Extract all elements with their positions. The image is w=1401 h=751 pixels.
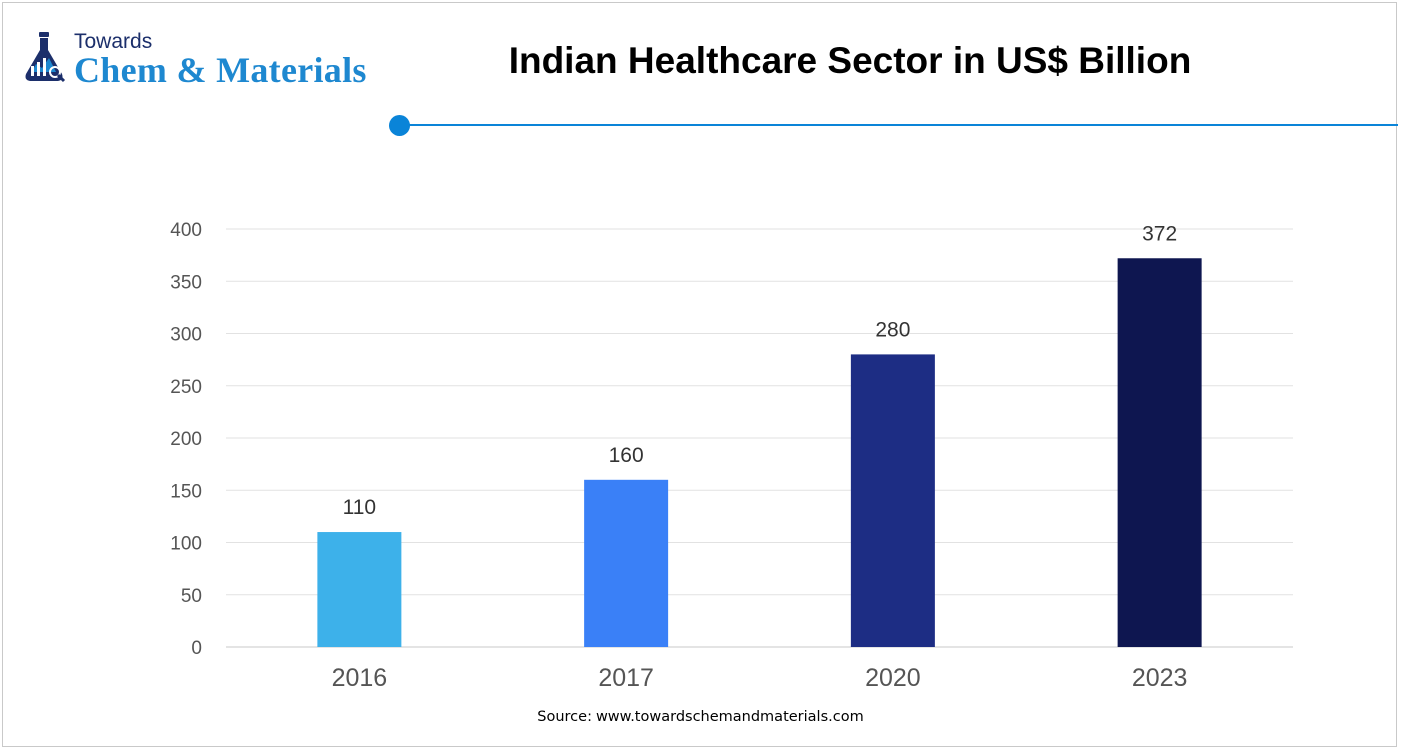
chart-title: Indian Healthcare Sector in US$ Billion — [508, 40, 1192, 81]
divider-dot — [389, 115, 410, 136]
y-tick-label: 200 — [170, 429, 202, 450]
y-tick-label: 150 — [170, 481, 202, 502]
x-tick-label: 2016 — [332, 664, 388, 692]
bar — [584, 479, 669, 647]
y-tick-label: 400 — [170, 220, 202, 241]
y-tick-label: 50 — [181, 586, 202, 607]
data-label: 372 — [1142, 222, 1177, 245]
data-label: 110 — [343, 496, 376, 519]
bar — [1117, 258, 1202, 647]
x-tick-label: 2023 — [1132, 664, 1188, 692]
y-tick-label: 0 — [191, 638, 202, 659]
y-tick-label: 250 — [170, 377, 202, 398]
bar — [317, 532, 402, 647]
y-tick-label: 300 — [170, 325, 202, 346]
brand-line1: Towards — [74, 30, 153, 53]
data-label: 280 — [875, 318, 910, 341]
y-tick-label: 350 — [170, 272, 202, 293]
source-url: www.towardschemandmaterials.com — [595, 709, 864, 725]
divider-line — [400, 124, 1398, 126]
x-tick-label: 2017 — [598, 664, 654, 692]
source-note: Source: www.towardschemandmaterials.com — [0, 709, 1401, 725]
brand-line2: Chem & Materials — [74, 50, 367, 90]
data-label: 160 — [609, 444, 644, 467]
source-label: Source: — [537, 709, 592, 725]
x-tick-label: 2020 — [865, 664, 921, 692]
flask-icon — [25, 32, 66, 83]
y-tick-label: 100 — [170, 534, 202, 555]
bar — [850, 354, 935, 647]
brand-logo: Towards Chem & Materials — [22, 30, 392, 90]
